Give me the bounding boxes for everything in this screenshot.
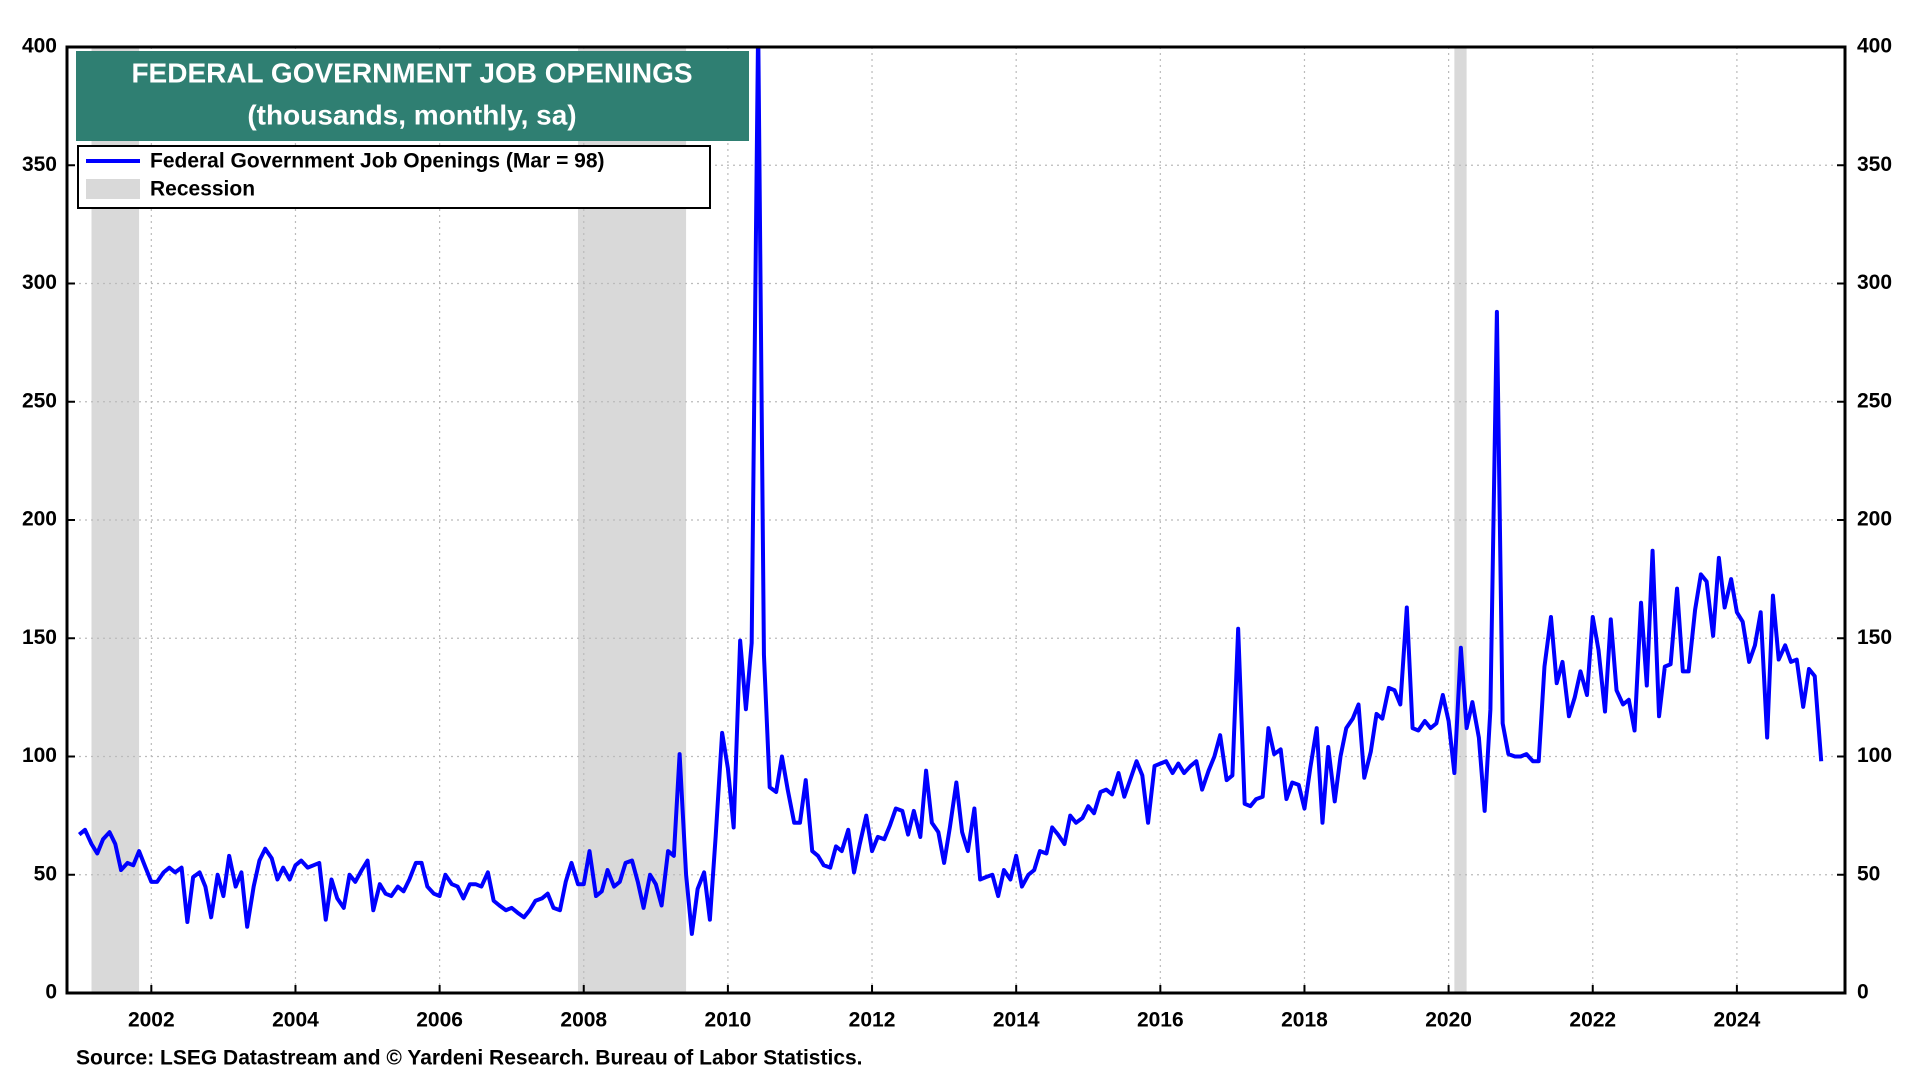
y2-tick-label: 400	[1857, 35, 1892, 58]
y2-tick-label: 350	[1857, 153, 1892, 176]
x-tick-label: 2018	[1281, 1009, 1328, 1032]
y2-tick-label: 250	[1857, 389, 1892, 412]
x-tick-label: 2020	[1425, 1009, 1472, 1032]
y-tick-label: 400	[22, 35, 57, 58]
y-tick-label: 300	[22, 271, 57, 294]
x-tick-label: 2024	[1714, 1009, 1761, 1032]
y2-tick-label: 200	[1857, 508, 1892, 531]
source-note: Source: LSEG Datastream and © Yardeni Re…	[76, 1047, 863, 1070]
title-box	[76, 51, 749, 141]
legend-label: Recession	[150, 178, 255, 201]
legend-box	[77, 145, 711, 209]
y2-tick-label: 0	[1857, 981, 1869, 1004]
y-tick-label: 50	[34, 862, 57, 885]
x-tick-label: 2022	[1569, 1009, 1616, 1032]
x-tick-label: 2004	[272, 1009, 319, 1032]
y-tick-label: 200	[22, 508, 57, 531]
x-tick-label: 2006	[416, 1009, 463, 1032]
y-tick-label: 250	[22, 389, 57, 412]
x-tick-label: 2008	[560, 1009, 607, 1032]
chart-title: FEDERAL GOVERNMENT JOB OPENINGS	[131, 57, 692, 88]
x-tick-label: 2012	[849, 1009, 896, 1032]
y-tick-label: 100	[22, 744, 57, 767]
legend: Federal Government Job Openings (Mar = 9…	[77, 145, 711, 209]
x-tick-label: 2014	[993, 1009, 1040, 1032]
y2-tick-label: 100	[1857, 744, 1892, 767]
y2-tick-label: 300	[1857, 271, 1892, 294]
y-tick-label: 350	[22, 153, 57, 176]
legend-swatch	[86, 179, 140, 199]
x-tick-label: 2002	[128, 1009, 175, 1032]
y2-tick-label: 150	[1857, 626, 1892, 649]
legend-label: Federal Government Job Openings (Mar = 9…	[150, 150, 605, 173]
data-line	[77, 47, 1824, 936]
y-tick-label: 150	[22, 626, 57, 649]
y2-tick-label: 50	[1857, 862, 1880, 885]
y-tick-label: 0	[45, 981, 57, 1004]
x-tick-label: 2016	[1137, 1009, 1184, 1032]
x-tick-label: 2010	[705, 1009, 752, 1032]
chart-subtitle: (thousands, monthly, sa)	[247, 99, 576, 130]
plot-lines	[77, 47, 1824, 936]
